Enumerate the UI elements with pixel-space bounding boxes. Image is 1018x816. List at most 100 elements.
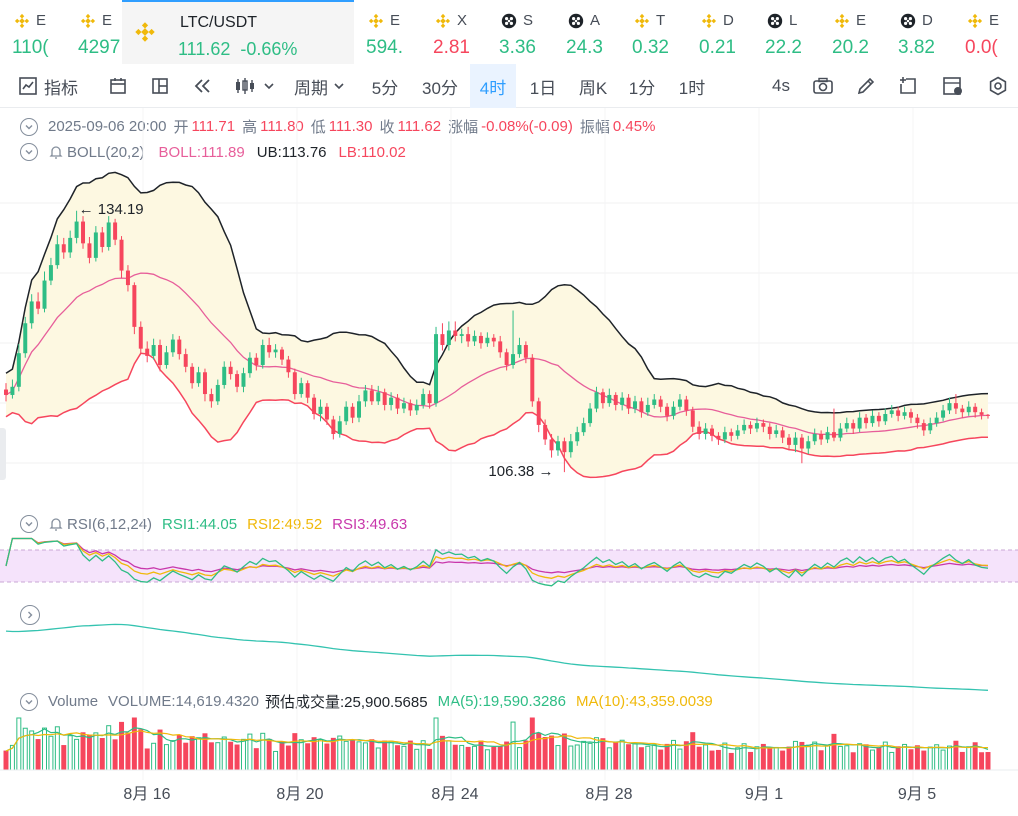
volume-bar [529, 717, 535, 771]
ticker-tab[interactable]: E 110( [0, 0, 66, 64]
ticker-price-row: 20.2 [832, 37, 869, 59]
close-label: 收 [379, 119, 395, 136]
interval-tab[interactable]: 1分 [628, 78, 656, 98]
change-label: 涨幅 [448, 119, 479, 136]
ticker-tab[interactable]: LTC/USDT 111.62 -0.66% [122, 0, 354, 64]
candle-body [722, 432, 727, 440]
volume-bar [22, 727, 28, 771]
settings-button[interactable] [988, 64, 1008, 108]
interval-tab[interactable]: 30分 [422, 78, 458, 98]
volume-bar [170, 740, 176, 771]
candle-body [966, 406, 971, 413]
volume-bar [144, 748, 150, 771]
ticker-tab[interactable]: X 2.81 [421, 0, 487, 64]
candlestick-icon [236, 78, 254, 94]
collapse-toggle[interactable] [20, 692, 38, 711]
volume-bar [273, 750, 279, 771]
draw-button[interactable] [856, 64, 876, 108]
interval-tab[interactable]: 周K [578, 78, 608, 98]
ticker-tab[interactable]: E 20.2 [820, 0, 886, 64]
ticker-price-row: 22.2 [765, 37, 802, 59]
candle-body [228, 366, 233, 375]
volume-bar [196, 737, 202, 771]
volume-bar [831, 733, 837, 771]
candle-body [292, 372, 297, 395]
token-coin-icon [767, 13, 783, 28]
candle-body [928, 423, 933, 431]
volume-ma10: MA(10):43,359.0039 [576, 693, 713, 710]
rsi-legend: RSI(6,12,24) RSI1:44.05 RSI2:49.52 RSI3:… [20, 515, 414, 533]
volume-bar [497, 746, 503, 771]
candle-body [190, 366, 195, 384]
volume-bar [876, 747, 882, 771]
ticker-tab[interactable]: S 3.36 [487, 0, 554, 64]
candle-body [908, 412, 913, 418]
volume-bar [3, 750, 9, 771]
candle-body [588, 408, 593, 424]
bell-icon[interactable] [48, 144, 64, 160]
chart-toolbar: 指标 周期 5分 30分 4时 1日 周K 1分 1时 4s [0, 64, 1018, 108]
volume-bar [658, 749, 664, 771]
screenshot-button[interactable] [812, 64, 834, 108]
volume-bar [805, 744, 811, 771]
period-dropdown[interactable]: 周期 [294, 64, 346, 108]
layout-button[interactable] [150, 64, 170, 108]
volume-bar [350, 740, 356, 771]
template-button[interactable] [942, 64, 964, 108]
collapse-toggle[interactable] [20, 117, 38, 136]
calendar-button[interactable] [108, 64, 128, 108]
rsi3-value: RSI3:49.63 [332, 515, 408, 533]
candle-body [806, 441, 811, 449]
ticker-tab[interactable]: E 4297 [66, 0, 122, 64]
candle-body [254, 357, 259, 365]
ticker-symbol-row: A [568, 12, 600, 29]
interval-tab[interactable]: 5分 [371, 78, 399, 98]
add-window-button[interactable] [898, 64, 918, 108]
ticker-symbol-row: T [634, 12, 665, 29]
date-tick-label: 9月 1 [744, 786, 784, 803]
volume-bar [690, 732, 696, 771]
chevron-down-icon [25, 699, 33, 704]
candle-body [979, 412, 984, 415]
candle-body [729, 432, 734, 436]
ticker-tab[interactable]: L 22.2 [753, 0, 820, 64]
interval-tab[interactable]: 4时 [470, 64, 516, 108]
refresh-interval[interactable]: 4s [772, 64, 790, 108]
candle-body [363, 390, 368, 402]
ticker-tab[interactable]: D 0.21 [687, 0, 753, 64]
ticker-tab[interactable]: D 3.82 [886, 0, 953, 64]
ticker-price: 24.3 [566, 37, 603, 58]
volume-bar [151, 742, 157, 771]
bnb-coin-icon [80, 13, 96, 28]
ticker-symbol-row: E [834, 12, 866, 29]
replay-button[interactable] [192, 64, 214, 108]
collapse-toggle[interactable] [20, 515, 38, 533]
kline-chart[interactable] [0, 108, 1018, 780]
high-marker-value: 134.19 [97, 200, 144, 218]
refresh-label: 4s [772, 76, 790, 95]
volume-bar [735, 747, 741, 771]
volume-bar [240, 738, 246, 771]
candle-body [941, 410, 946, 418]
interval-tab[interactable]: 1日 [529, 78, 557, 98]
volume-bar [587, 742, 593, 771]
volume-bar [189, 736, 195, 771]
interval-tab[interactable]: 1时 [678, 78, 706, 98]
volume-bar [568, 745, 574, 771]
ticker-tab[interactable]: A 24.3 [554, 0, 620, 64]
ticker-tab[interactable]: T 0.32 [620, 0, 687, 64]
volume-bar [61, 745, 67, 771]
volume-bar [754, 746, 760, 771]
indicators-button[interactable]: 指标 [18, 64, 78, 108]
expand-toggle[interactable] [20, 605, 40, 625]
ticker-tab[interactable]: E 594. [354, 0, 421, 64]
bell-icon[interactable] [48, 516, 64, 532]
collapse-toggle[interactable] [20, 143, 38, 161]
side-handle[interactable] [0, 428, 6, 480]
volume-bar [927, 746, 933, 771]
candle-body [421, 394, 426, 405]
volume-bar [581, 740, 587, 771]
candle-body [36, 301, 41, 309]
chart-type-dropdown[interactable] [234, 64, 276, 108]
ticker-tab[interactable]: E 0.0( [953, 0, 1018, 64]
